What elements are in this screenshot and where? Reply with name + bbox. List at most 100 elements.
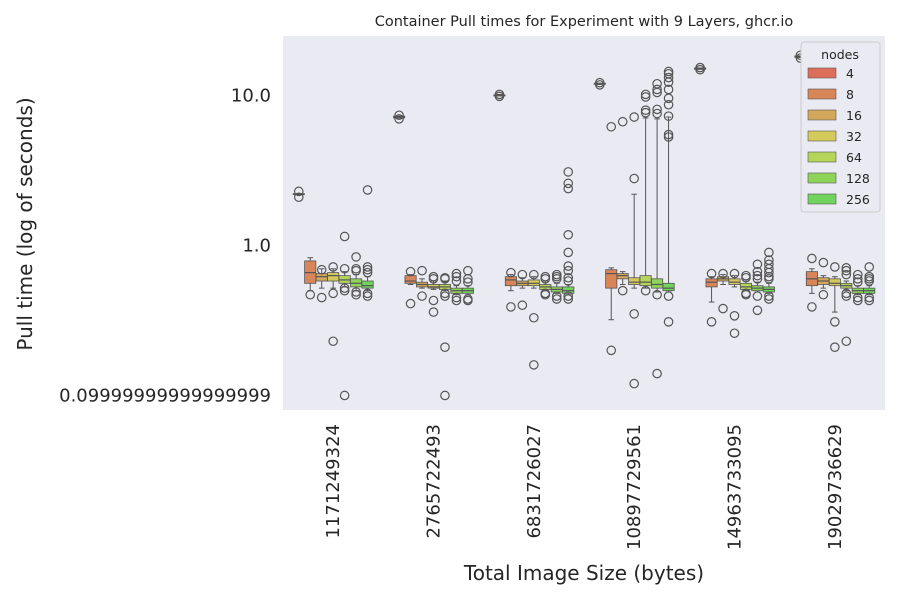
outlier-point	[351, 252, 361, 262]
outlier-point	[517, 300, 528, 311]
outlier-point	[718, 303, 728, 314]
x-tick-label: 19029736629	[825, 424, 846, 550]
outlier-point	[440, 288, 450, 299]
outlier-point	[551, 294, 562, 304]
legend-swatch	[807, 172, 837, 184]
outlier-point	[362, 291, 373, 301]
outlier-point	[617, 116, 628, 127]
box-group	[794, 50, 876, 352]
outlier-point	[551, 291, 562, 301]
outlier-point	[629, 378, 639, 389]
outlier-point	[729, 310, 740, 321]
outlier-point	[440, 291, 450, 301]
outlier-point	[852, 277, 863, 287]
outlier-point	[629, 112, 639, 122]
legend: nodes 4 8 16 32 64 128 256	[800, 41, 881, 213]
outlier-point	[362, 185, 373, 195]
plot-area	[283, 36, 885, 410]
outlier-point	[339, 283, 350, 293]
outlier-point	[640, 285, 651, 296]
outlier-point	[741, 288, 751, 299]
outlier-point	[706, 317, 717, 327]
outlier-point	[864, 271, 875, 282]
outlier-point	[629, 173, 639, 184]
outlier-point	[695, 62, 705, 73]
outlier-point	[529, 312, 539, 323]
outlier-point	[328, 262, 338, 272]
outlier-point	[663, 317, 674, 327]
box	[628, 277, 641, 285]
outlier-point	[830, 317, 840, 327]
outlier-point	[316, 264, 327, 275]
outlier-point	[764, 294, 774, 304]
outlier-point	[818, 257, 829, 268]
box-group	[694, 62, 775, 339]
legend-title: nodes	[821, 47, 859, 62]
outlier-point	[494, 89, 505, 100]
outlier-point	[864, 295, 875, 306]
outlier-point	[830, 342, 840, 352]
outlier-point	[663, 66, 674, 77]
outlier-point	[741, 270, 751, 281]
outlier-point	[663, 99, 674, 110]
outlier-point	[551, 269, 562, 280]
box	[651, 278, 664, 289]
box	[639, 275, 652, 287]
outlier-point	[440, 390, 450, 401]
outlier-point	[807, 302, 817, 312]
outlier-point	[652, 289, 662, 300]
box	[705, 278, 718, 288]
outlier-point	[339, 263, 350, 274]
legend-label: 128	[846, 171, 870, 186]
box	[504, 276, 517, 287]
outlier-point	[841, 336, 852, 347]
outlier-point	[752, 274, 763, 284]
outlier-point	[316, 292, 327, 303]
outlier-point	[807, 253, 817, 264]
outlier-point	[706, 268, 717, 279]
outlier-point	[293, 186, 304, 197]
outlier-point	[328, 288, 338, 299]
outlier-point	[663, 72, 674, 83]
outlier-point	[830, 262, 840, 272]
outlier-point	[663, 111, 674, 121]
outlier-point	[305, 289, 316, 300]
outlier-point	[663, 132, 674, 142]
outlier-point	[451, 268, 462, 279]
outlier-point	[451, 271, 462, 282]
outlier-point	[563, 229, 574, 240]
outlier-point	[652, 78, 662, 89]
outlier-point	[563, 294, 574, 304]
outlier-point	[563, 265, 574, 276]
outlier-point	[652, 104, 662, 115]
outlier-point	[506, 267, 516, 278]
box	[315, 273, 328, 282]
outlier-point	[606, 345, 617, 356]
y-tick-label: 0.09999999999999999	[59, 385, 271, 406]
outlier-point	[362, 288, 373, 299]
outlier-point	[864, 292, 875, 303]
legend-label: 16	[846, 108, 862, 123]
outlier-point	[351, 263, 361, 274]
outlier-point	[405, 298, 416, 309]
outlier-point	[339, 231, 350, 242]
outlier-point	[428, 295, 439, 306]
outlier-point	[818, 289, 829, 300]
outlier-point	[563, 247, 574, 258]
outlier-point	[463, 277, 473, 287]
outlier-point	[339, 390, 350, 401]
box-group	[393, 110, 474, 401]
legend-label: 64	[846, 150, 862, 165]
x-tick-label: 14963733095	[725, 424, 746, 550]
outlier-point	[841, 263, 852, 273]
outlier-point	[606, 121, 617, 132]
outlier-point	[351, 289, 361, 300]
box-group	[493, 89, 575, 370]
outlier-point	[563, 167, 574, 177]
outlier-point	[405, 266, 416, 277]
outlier-point	[629, 309, 639, 319]
box	[662, 282, 675, 292]
box-group	[292, 185, 374, 401]
outlier-point	[764, 255, 774, 265]
